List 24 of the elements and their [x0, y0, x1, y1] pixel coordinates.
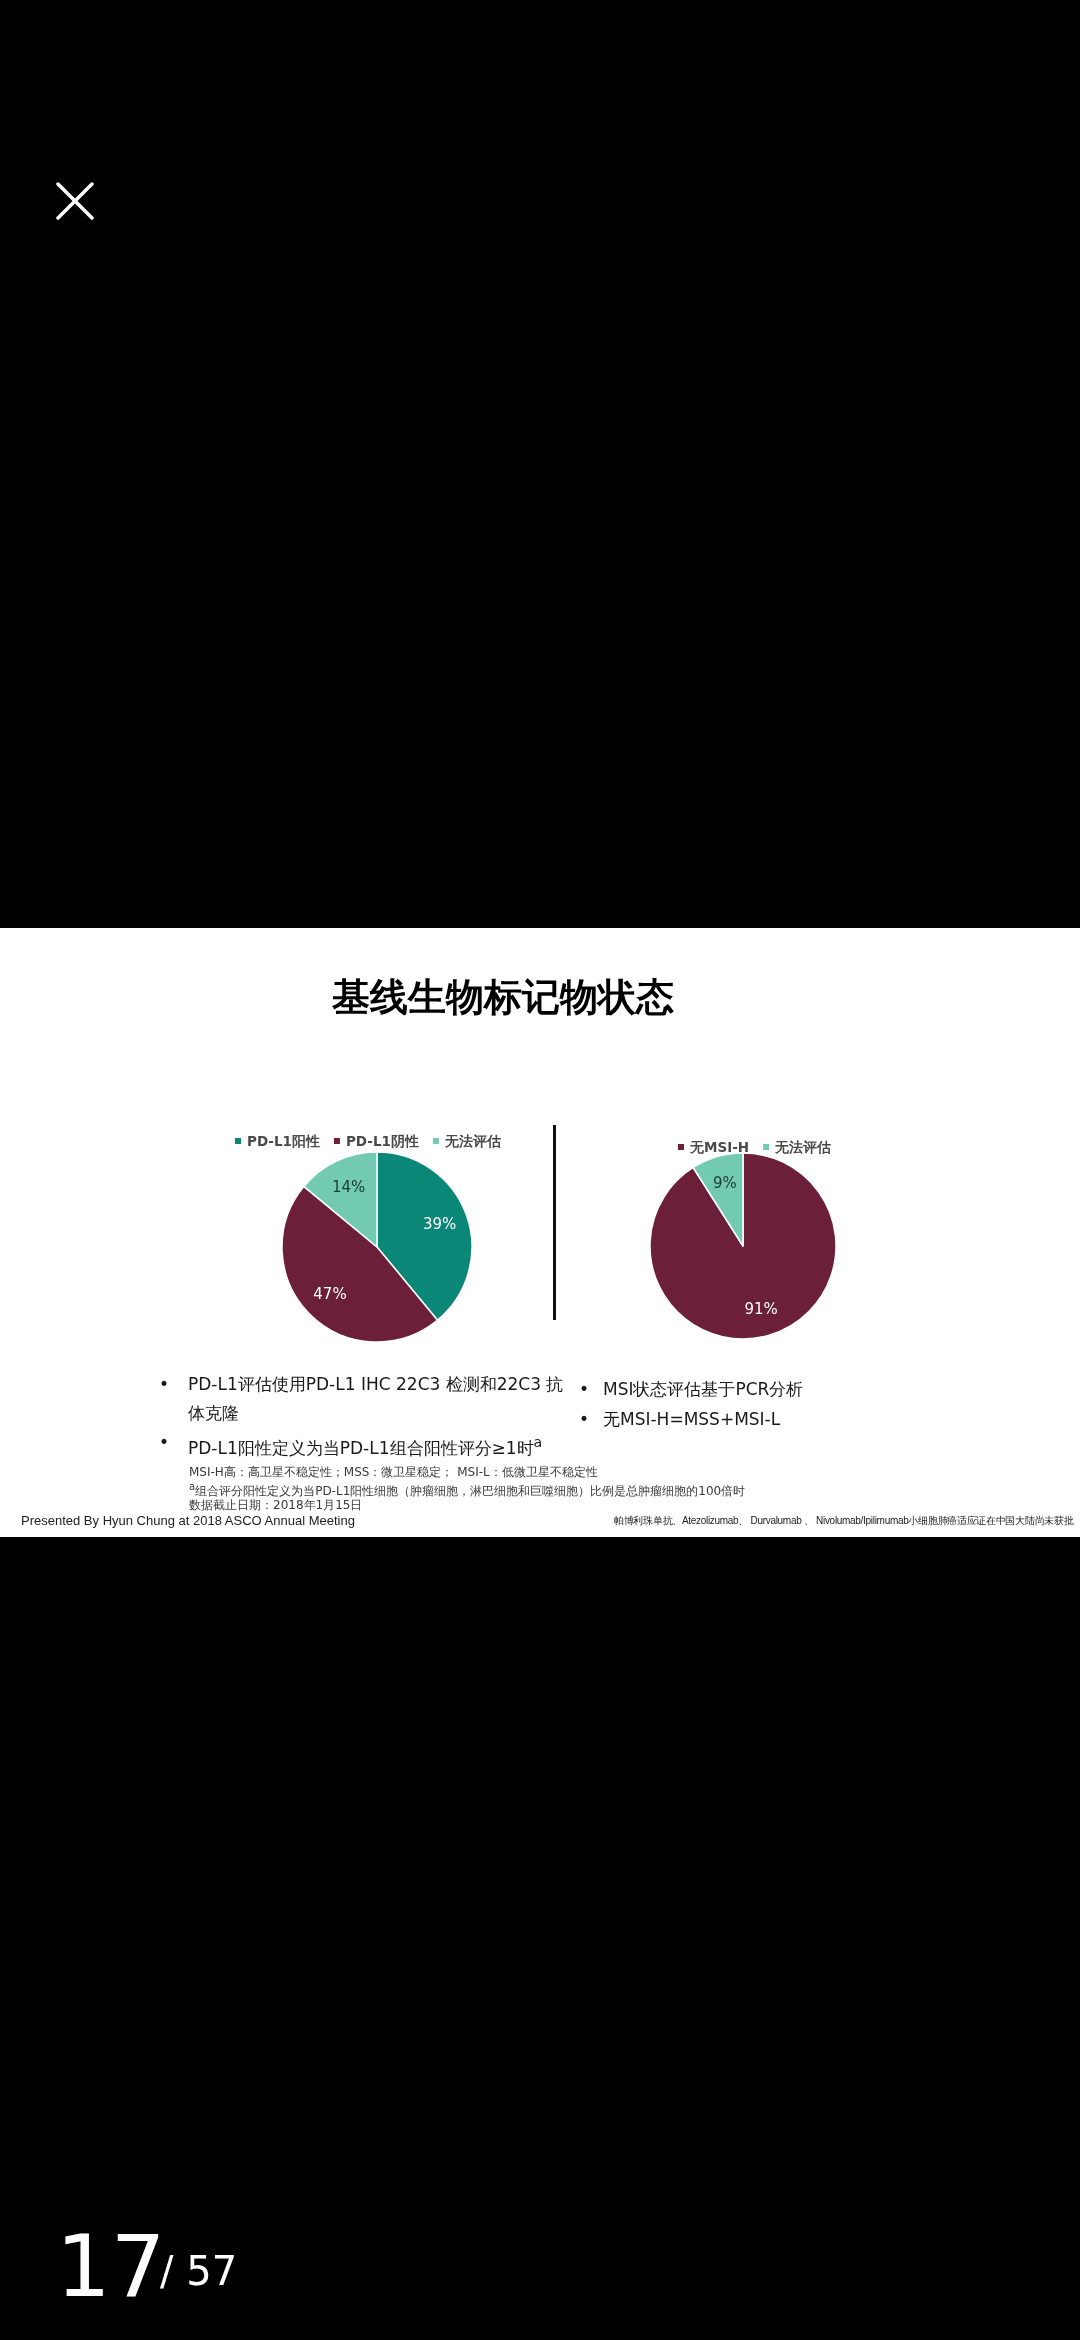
text: $^{a}$组合评分阳性定义为当PD-L1阳性细胞（肿瘤细胞，淋巴细胞和巨噬细胞）比例是总肿瘤细胞的100倍时: [189, 1480, 746, 1498]
text: 帕博利珠单抗、Atezolizumab、 Durvalumab 、 Nivolumab/Ipilimumab小细胞肺癌适应证在中国大陆尚未获批: [614, 1515, 1074, 1526]
legend-label: 无MSI-H: [689, 1139, 750, 1155]
data-label: 39%: [422, 1215, 457, 1234]
data-label: 47%: [313, 1285, 347, 1304]
text: •: [159, 1374, 170, 1394]
text: •: [579, 1379, 590, 1399]
data-label: 91%: [744, 1299, 778, 1318]
legend-label: 无法评估: [443, 1133, 501, 1149]
text: PD-L1阳性定义为当PD-L1组合阳性评分≥1时$^{a}$: [188, 1434, 543, 1458]
text: MSI状态评估基于PCR分析: [603, 1379, 804, 1399]
legend-label: 无法评估: [774, 1139, 832, 1155]
legend-label: PD-L1阴性: [345, 1133, 419, 1149]
data-label: 14%: [332, 1177, 366, 1196]
text: PD-L1评估使用PD-L1 IHC 22C3 检测和22C3 抗体克隆: [188, 1374, 564, 1423]
legend-label: PD-L1阳性: [247, 1133, 320, 1149]
text: Presented By Hyun Chung at 2018 ASCO Annual Meeting: [21, 1513, 355, 1528]
text: MSI-H高：高卫星不稳定性；MSS：微卫星稳定； MSI-L：低微卫星不稳定性: [189, 1465, 598, 1479]
text: •: [159, 1432, 170, 1452]
text: •: [579, 1409, 590, 1429]
text: 数据截止日期：2018年1月15日: [189, 1498, 363, 1512]
chart-title: 基线生物标记物状态: [332, 975, 674, 1019]
text: 无MSI-H=MSS+MSI-L: [603, 1409, 781, 1429]
data-label: 9%: [712, 1174, 737, 1193]
